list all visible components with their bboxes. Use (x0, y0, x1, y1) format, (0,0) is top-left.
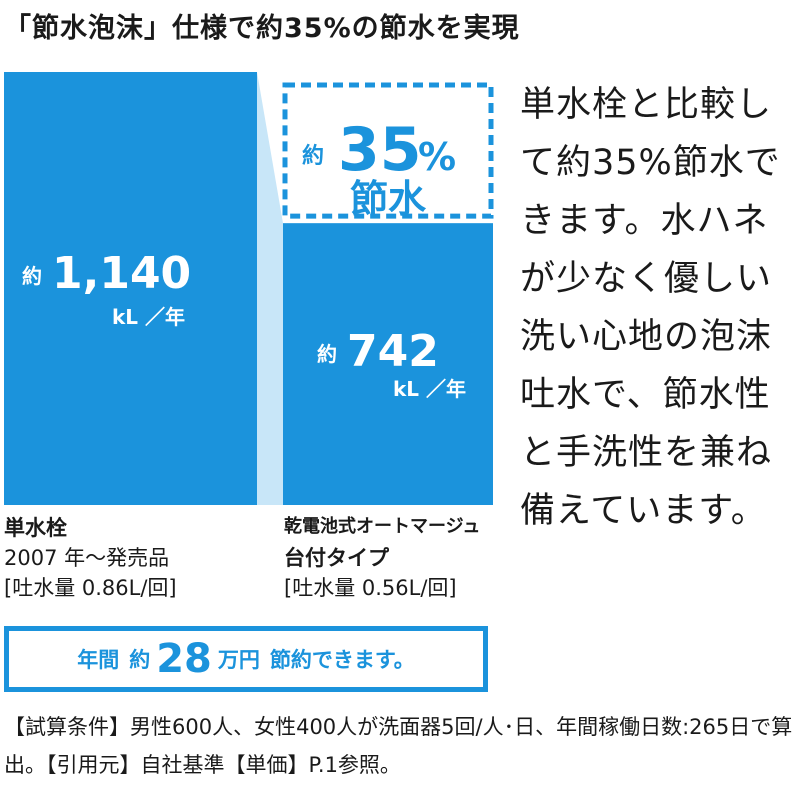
value-unit: kL ／年 (112, 305, 185, 329)
bar-sublabel-automage: 台付タイプ (284, 546, 389, 570)
callout-percent: % (418, 135, 456, 179)
calculation-note: 【試算条件】男性600人、女性400人が洗面器5回/人･日、年間稼働日数:265… (4, 715, 793, 777)
callout-prefix: 約 (302, 143, 324, 169)
value-unit: kL ／年 (393, 377, 466, 401)
value-number: 1,140 (52, 248, 191, 299)
callout-number: 35 (338, 115, 422, 185)
value-label-automage: 約 742 kL ／年 (317, 326, 466, 401)
bar-label-automage: 乾電池式オートマージュ (284, 516, 481, 537)
annual-savings-banner: 年間 約 28 万円 節約できます。 (4, 626, 488, 692)
bar-automage (283, 223, 493, 506)
bar-single-faucet (4, 72, 257, 505)
value-number: 742 (347, 326, 439, 377)
summary-prefix: 年間 (77, 648, 120, 672)
savings-callout: 約 35 % 節水 (302, 115, 456, 221)
bar-label-single-faucet: 単水栓 (4, 516, 67, 540)
savings-box (282, 82, 494, 219)
bar-spec-single-faucet: [吐水量 0.86L/回] (4, 576, 177, 600)
summary-suffix: 節約できます。 (269, 648, 415, 672)
callout-label: 節水 (350, 177, 427, 221)
bar-spec-automage: [吐水量 0.56L/回] (284, 576, 457, 600)
summary-number: 28 (156, 636, 212, 682)
page-title: 「節水泡沫」仕様で約35%の節水を実現 (4, 13, 520, 44)
bar-connector-band (257, 72, 283, 505)
value-label-single-faucet: 約 1,140 kL ／年 (22, 248, 191, 329)
summary-unit: 万円 (217, 648, 260, 672)
value-prefix: 約 (317, 342, 337, 366)
description-text: 単水栓と比較して約35%節水できます。水ハネが少なく優しい洗い心地の泡沫吐水で、… (520, 85, 781, 531)
bar-sublabel-single-faucet: 2007 年〜発売品 (4, 546, 170, 570)
value-prefix: 約 (22, 264, 42, 288)
summary-approx: 約 (129, 648, 151, 672)
